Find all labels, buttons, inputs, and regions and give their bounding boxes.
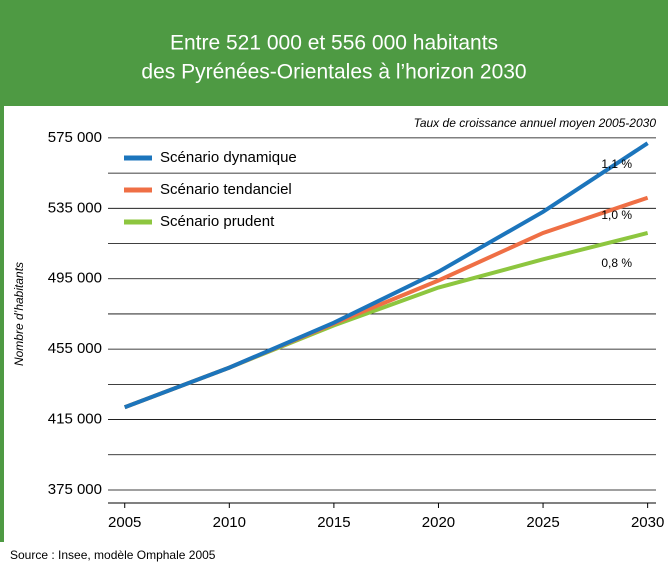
x-tick-label: 2005 (108, 514, 141, 531)
chart-title: Entre 521 000 et 556 000 habitants (170, 32, 498, 55)
legend-label: Scénario prudent (160, 213, 275, 230)
annotation: 0,8 % (601, 256, 632, 270)
y-tick-label: 375 000 (48, 481, 102, 498)
left-border (0, 106, 4, 542)
header (0, 0, 668, 106)
legend-label: Scénario dynamique (160, 149, 297, 166)
y-tick-label: 575 000 (48, 129, 102, 146)
line (124, 141, 649, 410)
y-tick-label: 495 000 (48, 270, 102, 287)
legend-label: Scénario tendanciel (160, 181, 292, 198)
y-axis-label: Nombre d’habitants (12, 262, 26, 366)
chart-title: des Pyrénées-Orientales à l’horizon 2030 (141, 61, 526, 84)
annotation: 1,1 % (601, 157, 632, 171)
x-tick-label: 2010 (213, 514, 246, 531)
annotation: 1,0 % (601, 208, 632, 222)
y-tick-label: 535 000 (48, 199, 102, 216)
source: Source : Insee, modèle Omphale 2005 (10, 548, 216, 562)
y-tick-label: 455 000 (48, 340, 102, 357)
subtitle: Taux de croissance annuel moyen 2005-203… (414, 116, 657, 130)
x-tick-label: 2015 (317, 514, 350, 531)
x-tick-label: 2030 (631, 514, 664, 531)
x-tick-label: 2020 (422, 514, 455, 531)
y-tick-label: 415 000 (48, 411, 102, 428)
x-tick-label: 2025 (526, 514, 559, 531)
